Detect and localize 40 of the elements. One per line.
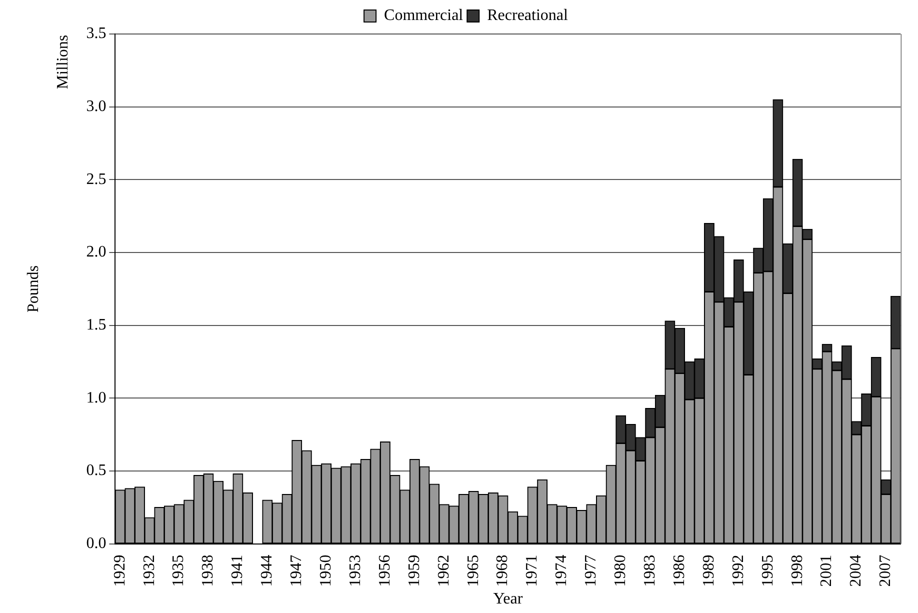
x-tick-label: 1986 [670,554,688,587]
text: Millions [54,34,72,90]
x-tick-label: 1962 [435,554,452,587]
y-tick-label: 3.5 [86,25,106,42]
x-tick-label: 2001 [818,554,836,587]
y-tick-label: 0.5 [86,462,106,480]
x-tick-label: 1998 [788,554,806,587]
y-axis-title: Pounds [24,265,42,312]
y-tick-label: 2.5 [86,170,106,188]
x-tick-label: 1974 [553,554,570,587]
x-tick-label: 1953 [346,554,364,587]
x-tick-label: 1980 [612,554,630,587]
x-tick-label: 1938 [200,554,217,587]
y-tick-label: 0.0 [86,535,106,552]
x-tick-label: 1989 [700,554,718,587]
x-tick-label: 1983 [642,554,659,587]
x-tick-label: 2004 [848,554,865,587]
x-tick-label: 1959 [406,554,423,587]
x-tick-label: 1992 [730,554,747,587]
y-tick-label: 1.5 [86,316,106,334]
x-tick-label: 1968 [494,554,512,587]
y-tick-label: 1.0 [86,389,106,406]
x-tick-label: 1947 [288,554,306,587]
x-tick-label: 1929 [111,554,128,587]
x-tick-label: 1932 [140,554,158,587]
legend-label: Commercial [384,7,464,24]
x-tick-label: 1971 [524,554,541,587]
x-tick-label: 1944 [258,554,276,587]
x-tick-label: 1977 [582,554,600,587]
legend-label: Recreational [487,7,569,24]
x-tick-label: 1941 [229,554,246,587]
y-tick-label: 2.0 [86,244,106,261]
x-tick-label: 1950 [318,554,334,587]
x-tick-label: 1935 [170,554,188,587]
x-axis-title: Year [493,590,524,608]
x-tick-label: 1956 [376,554,394,587]
y-tick-label: 3.0 [86,98,106,116]
x-tick-label: 1965 [464,554,482,587]
x-tick-label: 1995 [759,554,776,587]
x-tick-label: 2007 [877,554,894,587]
